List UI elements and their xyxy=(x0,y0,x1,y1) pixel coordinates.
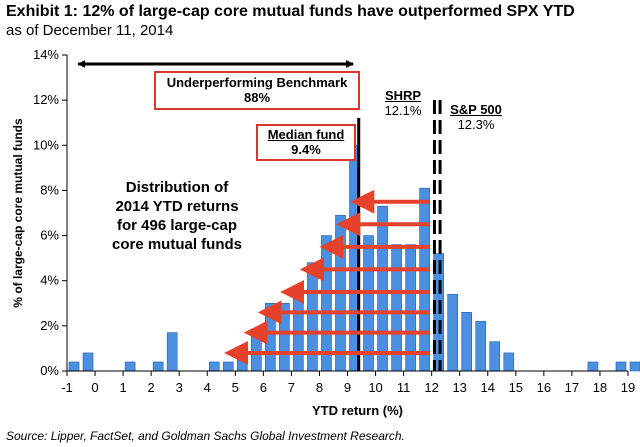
histogram-bar xyxy=(82,352,94,372)
x-tick-label: 12 xyxy=(424,380,438,395)
x-tick-label: 10 xyxy=(368,380,382,395)
x-tick-label: 5 xyxy=(232,380,239,395)
distribution-line-4: core mutual funds xyxy=(111,236,242,253)
x-tick-label: 14 xyxy=(481,380,495,395)
y-tick-label: 2% xyxy=(40,318,59,333)
y-tick-label: 10% xyxy=(33,137,59,152)
histogram-bar xyxy=(629,361,640,372)
x-tick-label: 3 xyxy=(176,380,183,395)
x-tick-label: 6 xyxy=(260,380,267,395)
source-note: Source: Lipper, FactSet, and Goldman Sac… xyxy=(6,429,405,443)
histogram-bar xyxy=(208,361,220,372)
shrp-label: SHRP xyxy=(384,88,422,103)
sp500-annotation: S&P 500 12.3% xyxy=(442,102,510,132)
y-tick-label: 14% xyxy=(33,47,59,62)
histogram-bar xyxy=(419,187,430,372)
chart-subtitle: as of December 11, 2014 xyxy=(6,22,174,39)
shrp-value: 12.1% xyxy=(384,103,422,118)
underperforming-box: Underperforming Benchmark 88% xyxy=(154,71,360,110)
underperforming-value: 88% xyxy=(243,90,271,105)
histogram-bar xyxy=(363,235,374,372)
x-tick-label: 2 xyxy=(148,380,155,395)
histogram-bar xyxy=(124,361,136,372)
distribution-line-1: Distribution of xyxy=(125,179,229,196)
histogram-bar xyxy=(587,361,599,372)
x-tick-label: 11 xyxy=(397,380,411,395)
x-tick-label: 13 xyxy=(452,380,466,395)
x-tick-label: 17 xyxy=(565,380,579,395)
histogram-bar xyxy=(615,361,627,372)
histogram-bar xyxy=(222,361,234,372)
histogram-bar xyxy=(237,352,248,372)
x-tick-label: 15 xyxy=(509,380,523,395)
histogram-bar xyxy=(461,312,473,372)
x-tick-label: 1 xyxy=(119,380,126,395)
shrp-annotation: SHRP 12.1% xyxy=(376,88,430,118)
median-fund-box: Median fund 9.4% xyxy=(256,124,356,161)
x-tick-label: 0 xyxy=(91,380,98,395)
histogram-bar xyxy=(503,352,515,372)
chart-title: Exhibit 1: 12% of large-cap core mutual … xyxy=(6,3,575,20)
sp500-value: 12.3% xyxy=(457,117,495,132)
median-fund-value: 9.4% xyxy=(291,142,321,157)
histogram-bar xyxy=(152,361,164,372)
histogram-bar xyxy=(68,361,80,372)
y-tick-label: 4% xyxy=(40,273,59,288)
y-axis-label: % of large-cap core mutual funds xyxy=(11,118,25,308)
histogram-bar xyxy=(377,205,388,372)
x-tick-label: 8 xyxy=(316,380,323,395)
median-fund-label: Median fund xyxy=(267,127,345,142)
x-tick-label: 7 xyxy=(288,380,295,395)
x-tick-label: -1 xyxy=(61,380,73,395)
histogram-bar xyxy=(321,235,332,372)
x-tick-label: 18 xyxy=(593,380,607,395)
x-tick-label: 16 xyxy=(537,380,551,395)
distribution-text: Distribution of 2014 YTD returns for 496… xyxy=(92,178,262,254)
histogram-bar xyxy=(489,341,501,372)
histogram-bar xyxy=(166,332,178,372)
y-tick-label: 6% xyxy=(40,228,59,243)
underperforming-label: Underperforming Benchmark xyxy=(166,75,348,90)
histogram-bar xyxy=(447,293,458,372)
sp500-label: S&P 500 xyxy=(450,102,502,117)
distribution-line-3: for 496 large-cap xyxy=(116,217,238,234)
y-tick-label: 0% xyxy=(40,363,59,378)
x-tick-label: 19 xyxy=(621,380,635,395)
y-tick-label: 8% xyxy=(40,182,59,197)
x-tick-label: 9 xyxy=(344,380,351,395)
y-tick-label: 12% xyxy=(33,92,59,107)
x-tick-label: 4 xyxy=(204,380,211,395)
distribution-line-2: 2014 YTD returns xyxy=(115,198,239,215)
histogram-bar xyxy=(475,321,487,372)
x-axis-label: YTD return (%) xyxy=(312,403,403,418)
